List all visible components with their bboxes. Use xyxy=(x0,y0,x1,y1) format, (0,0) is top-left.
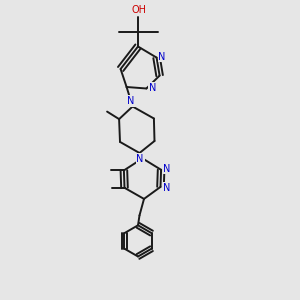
Text: OH: OH xyxy=(132,5,147,15)
Text: N: N xyxy=(149,83,156,93)
Text: N: N xyxy=(163,182,170,193)
Text: N: N xyxy=(164,164,171,174)
Text: N: N xyxy=(136,154,144,164)
Text: N: N xyxy=(158,52,166,62)
Text: N: N xyxy=(128,96,135,106)
